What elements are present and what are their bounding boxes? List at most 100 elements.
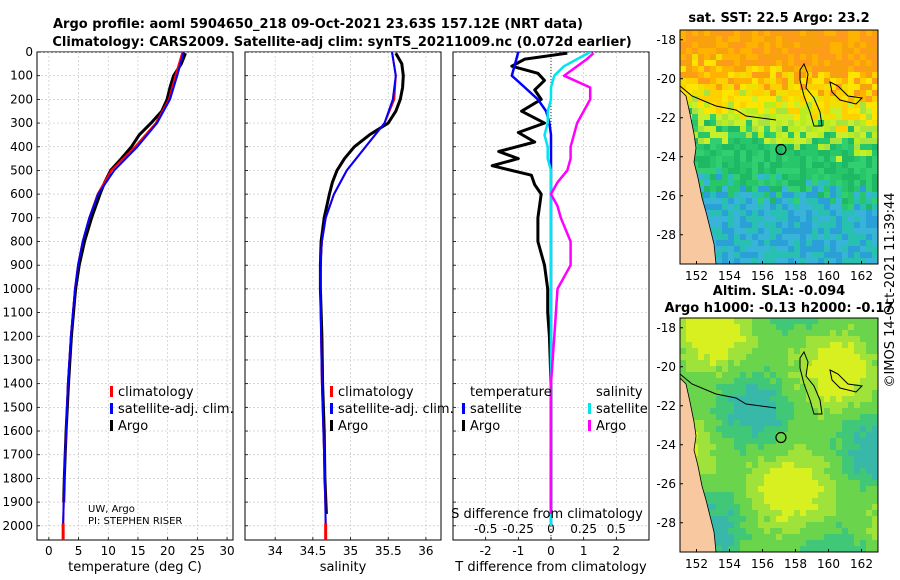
map-cell — [794, 372, 801, 379]
map-cell — [830, 36, 837, 43]
map-cell — [776, 384, 783, 391]
map-cell — [722, 522, 729, 529]
map-cell — [764, 516, 771, 523]
argo-tdiff-line — [490, 52, 568, 514]
map-cell — [830, 156, 837, 163]
map-cell — [800, 48, 807, 55]
map-cell — [692, 414, 699, 421]
map-cell — [824, 204, 831, 211]
map-cell — [794, 444, 801, 451]
map-cell — [746, 150, 753, 157]
map-cell — [716, 516, 723, 523]
map-cell — [752, 216, 759, 223]
map-cell — [824, 192, 831, 199]
map-cell — [752, 138, 759, 145]
map-cell — [740, 138, 747, 145]
map-cell — [692, 396, 699, 403]
map-cell — [824, 30, 831, 37]
map-cell — [812, 186, 819, 193]
map-cell — [758, 450, 765, 457]
map-cell — [764, 186, 771, 193]
map-cell — [800, 126, 807, 133]
map-cell — [860, 60, 867, 67]
map-cell — [746, 36, 753, 43]
map-cell — [830, 336, 837, 343]
map-cell — [740, 42, 747, 49]
map-cell — [740, 156, 747, 163]
map-cell — [782, 522, 789, 529]
map-cell — [818, 534, 825, 541]
map-cell — [734, 228, 741, 235]
map-cell — [806, 480, 813, 487]
map-cell — [830, 510, 837, 517]
map-cell — [854, 360, 861, 367]
map-cell — [860, 186, 867, 193]
map-cell — [866, 474, 873, 481]
map-cell — [764, 246, 771, 253]
map-cell — [740, 342, 747, 349]
map-cell — [818, 522, 825, 529]
map-cell — [866, 438, 873, 445]
map-cell — [800, 102, 807, 109]
map-cell — [782, 66, 789, 73]
map-cell — [824, 54, 831, 61]
map-cell — [770, 30, 777, 37]
map-cell — [818, 246, 825, 253]
map-cell — [848, 426, 855, 433]
map-cell — [758, 240, 765, 247]
map-cell — [746, 456, 753, 463]
map-cell — [800, 468, 807, 475]
map-cell — [800, 234, 807, 241]
map-cell — [770, 174, 777, 181]
map-cell — [782, 444, 789, 451]
map-cell — [782, 426, 789, 433]
map-cell — [716, 204, 723, 211]
map-cell — [758, 504, 765, 511]
map-cell — [782, 342, 789, 349]
map-cell — [806, 198, 813, 205]
map-cell — [806, 138, 813, 145]
map-cell — [764, 204, 771, 211]
map-cell — [686, 384, 693, 391]
map-cell — [746, 210, 753, 217]
map-cell — [824, 174, 831, 181]
map-cell — [800, 396, 807, 403]
map-cell — [716, 402, 723, 409]
map-cell — [854, 132, 861, 139]
map-cell — [758, 324, 765, 331]
map-cell — [752, 354, 759, 361]
map-cell — [848, 186, 855, 193]
map-cell — [812, 30, 819, 37]
map-cell — [800, 522, 807, 529]
map-cell — [848, 228, 855, 235]
map-cell — [776, 420, 783, 427]
map-cell — [824, 342, 831, 349]
map-cell — [866, 78, 873, 85]
map-cell — [836, 228, 843, 235]
map-cell — [848, 132, 855, 139]
map-cell — [854, 216, 861, 223]
map-cell — [788, 60, 795, 67]
map-cell — [722, 240, 729, 247]
satellite-temperature-line — [62, 52, 185, 526]
map-cell — [872, 204, 878, 211]
map-cell — [710, 150, 717, 157]
map-cell — [794, 108, 801, 115]
map-cell — [836, 48, 843, 55]
map-cell — [764, 114, 771, 121]
map-cell — [848, 438, 855, 445]
map-cell — [824, 456, 831, 463]
map-cell — [776, 342, 783, 349]
map-x-tick-label: 162 — [850, 557, 873, 571]
map-cell — [854, 120, 861, 127]
map-cell — [782, 108, 789, 115]
map-cell — [836, 504, 843, 511]
map-cell — [764, 336, 771, 343]
map-cell — [812, 378, 819, 385]
map-cell — [806, 468, 813, 475]
map-cell — [842, 426, 849, 433]
map-cell — [860, 396, 867, 403]
map-cell — [848, 486, 855, 493]
map-cell — [872, 540, 878, 547]
legend-label-argo: Argo — [118, 419, 148, 434]
